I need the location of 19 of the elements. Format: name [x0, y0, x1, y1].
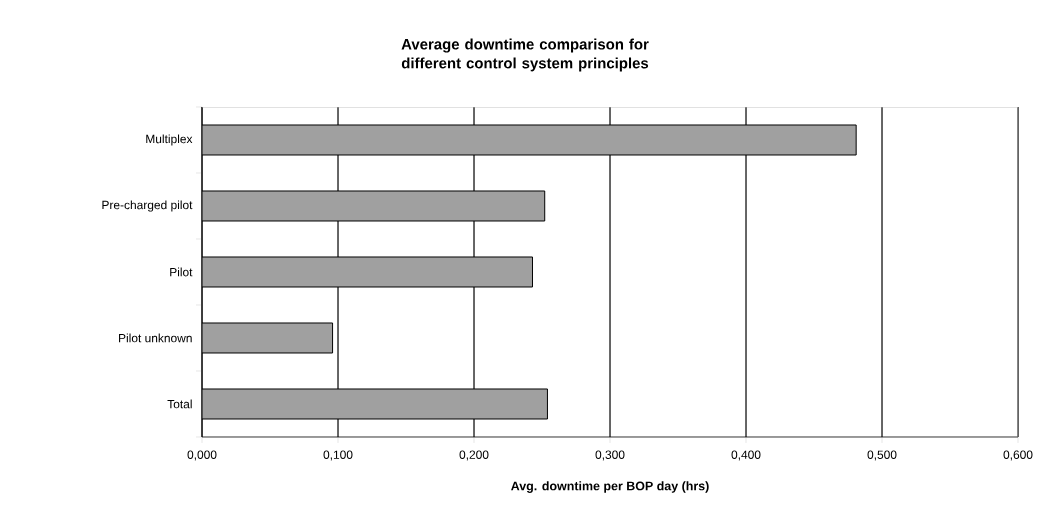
x-tick-label: 0,300 — [595, 450, 625, 461]
bar — [202, 388, 548, 420]
y-tick-label: Pilot — [170, 267, 193, 277]
y-tick-label: Pre-charged pilot — [102, 200, 193, 212]
chart-title: Average downtime comparison for different control system principles — [401, 38, 649, 72]
y-tick-label: Total — [167, 399, 192, 409]
bar — [202, 256, 533, 288]
x-tick-label: 0,200 — [459, 450, 489, 461]
bar — [202, 124, 857, 156]
x-tick-label: 0,100 — [323, 450, 353, 461]
x-tick-label: 0,000 — [187, 450, 217, 461]
bar — [202, 322, 334, 354]
bar — [202, 190, 546, 222]
x-tick-label: 0,600 — [1003, 450, 1033, 461]
y-tick-label: Multiplex — [146, 134, 193, 146]
y-tick-label: Pilot unknown — [119, 333, 192, 343]
x-tick-label: 0,400 — [731, 450, 761, 461]
x-axis-title: Avg. downtime per BOP day (hrs) — [511, 481, 709, 493]
x-tick-label: 0,500 — [867, 450, 897, 461]
